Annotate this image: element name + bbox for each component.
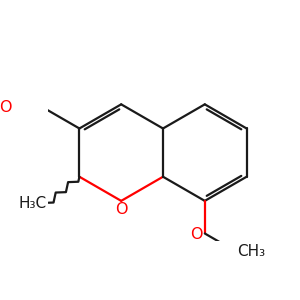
Text: O: O <box>190 227 202 242</box>
Text: H₃C: H₃C <box>18 196 46 211</box>
Text: CH₃: CH₃ <box>237 244 265 259</box>
Text: O: O <box>115 202 128 217</box>
Text: O: O <box>0 100 11 115</box>
